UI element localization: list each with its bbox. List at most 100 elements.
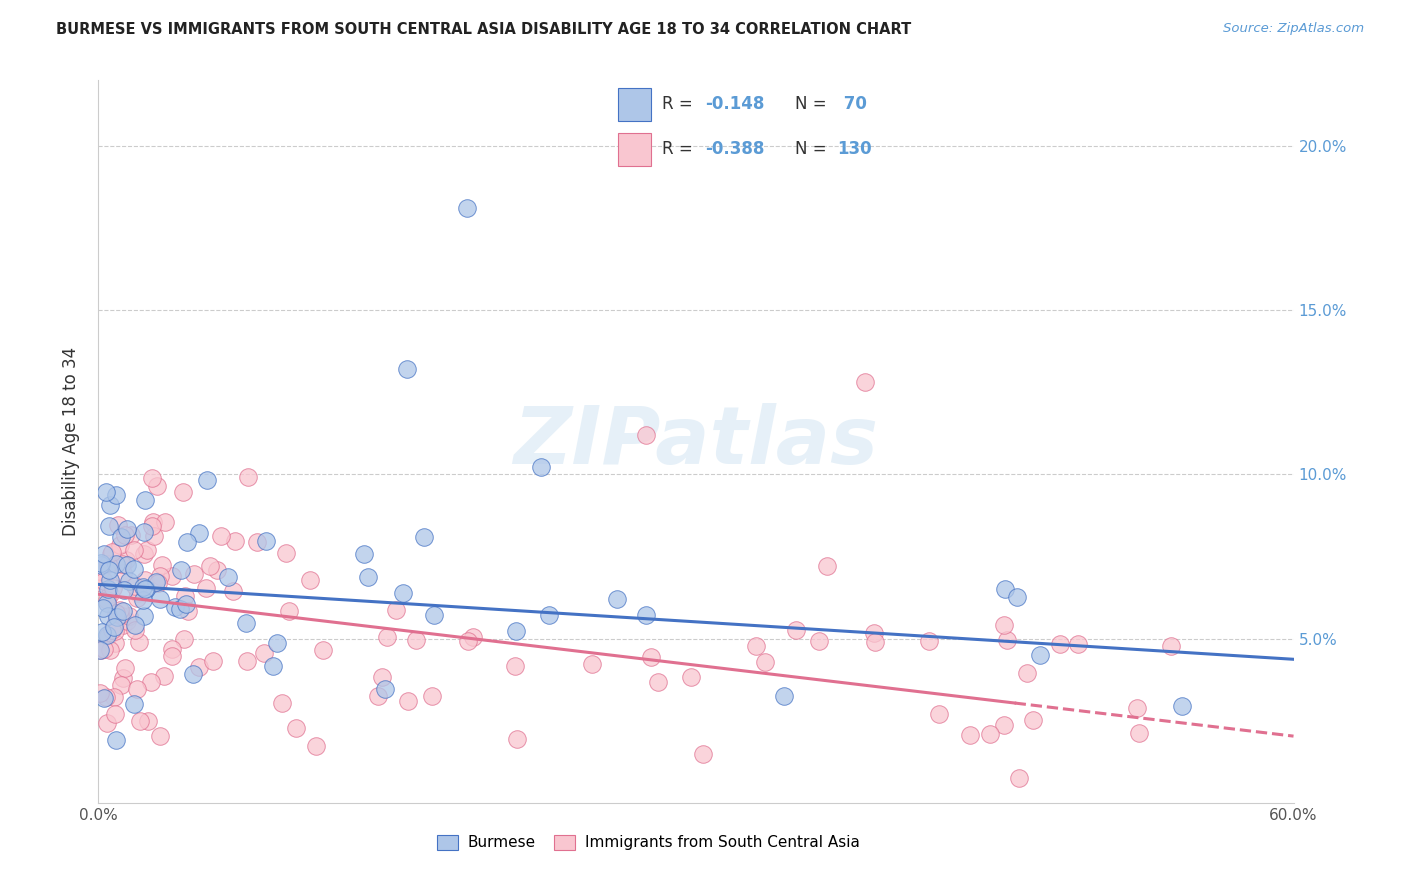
Point (115, 558, 138, 572)
Point (97, 557, 120, 571)
Point (142, 529, 165, 543)
Point (111, 604, 134, 618)
Point (236, 654, 259, 668)
Point (129, 714, 152, 728)
Point (110, 530, 132, 544)
Point (183, 566, 205, 581)
Point (405, 633, 427, 648)
Point (118, 608, 141, 623)
Point (115, 615, 138, 629)
Point (785, 623, 807, 637)
Point (160, 648, 183, 663)
Point (146, 576, 169, 591)
Point (211, 529, 233, 543)
Point (224, 534, 246, 549)
Point (853, 376, 876, 390)
Point (305, 739, 328, 753)
Point (108, 608, 131, 623)
Point (105, 607, 128, 621)
Point (89, 643, 111, 657)
Point (456, 202, 478, 216)
Point (172, 484, 194, 499)
Point (173, 589, 195, 603)
Point (311, 643, 333, 657)
Point (135, 543, 157, 558)
Point (111, 558, 134, 572)
Point (634, 608, 657, 623)
Point (538, 607, 561, 622)
Point (815, 559, 838, 574)
Point (384, 603, 406, 617)
Point (1171, 699, 1194, 714)
Point (132, 525, 155, 540)
Point (104, 636, 127, 650)
Point (640, 650, 662, 665)
Point (97, 629, 120, 643)
Text: N =: N = (794, 95, 831, 113)
Point (367, 689, 389, 703)
Point (959, 728, 981, 742)
Point (98, 498, 121, 512)
Point (745, 640, 768, 654)
Text: BURMESE VS IMMIGRANTS FROM SOUTH CENTRAL ASIA DISABILITY AGE 18 TO 34 CORRELATIO: BURMESE VS IMMIGRANTS FROM SOUTH CENTRAL… (56, 22, 911, 37)
Point (145, 575, 167, 590)
Point (979, 727, 1001, 741)
Point (90, 643, 112, 657)
Point (692, 747, 714, 762)
Point (124, 579, 146, 593)
Point (122, 562, 145, 576)
Bar (617, 133, 651, 166)
Point (420, 689, 443, 703)
Point (91, 600, 114, 615)
Point (125, 591, 148, 605)
Text: -0.148: -0.148 (706, 95, 765, 113)
Point (141, 471, 163, 485)
Point (392, 586, 415, 600)
Point (1160, 640, 1182, 654)
Point (374, 681, 396, 696)
Point (94, 485, 117, 500)
Point (457, 634, 479, 648)
Point (105, 557, 128, 571)
Point (94, 690, 117, 705)
Point (270, 696, 292, 710)
Point (173, 632, 195, 646)
Point (505, 731, 527, 746)
Point (353, 547, 375, 561)
Point (194, 582, 217, 596)
Point (110, 602, 132, 616)
Point (127, 586, 149, 600)
Point (993, 617, 1015, 632)
Point (97, 608, 120, 623)
Point (681, 670, 703, 684)
Point (170, 563, 193, 577)
Point (396, 362, 419, 376)
Point (153, 515, 176, 529)
Point (187, 660, 209, 674)
Point (1008, 771, 1031, 785)
Point (356, 570, 378, 584)
Point (134, 608, 156, 623)
Point (97, 582, 120, 597)
Text: ZIPatlas: ZIPatlas (513, 402, 879, 481)
Point (98, 642, 121, 657)
Text: R =: R = (662, 140, 699, 158)
Text: 70: 70 (838, 95, 866, 113)
Point (111, 566, 134, 580)
Point (276, 546, 298, 560)
Text: N =: N = (794, 140, 831, 158)
Point (104, 487, 127, 501)
Point (298, 574, 321, 588)
Point (124, 623, 146, 637)
Point (98, 587, 121, 601)
Point (262, 659, 284, 673)
Point (195, 473, 218, 487)
Point (107, 517, 129, 532)
Point (187, 526, 209, 541)
Point (128, 634, 150, 648)
Point (217, 570, 239, 584)
Point (222, 583, 245, 598)
Point (89, 686, 111, 700)
Point (96, 627, 118, 641)
Point (530, 459, 553, 474)
